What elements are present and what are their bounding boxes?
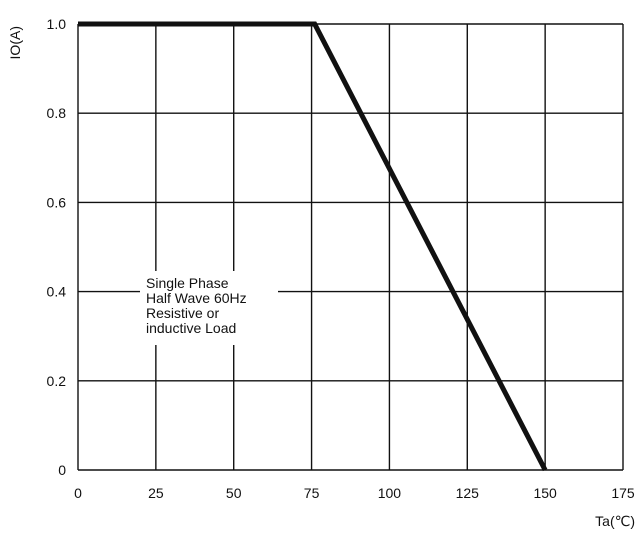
- tick-labels: 0 25 50 75 100 125 150 175 0 0.2 0.4 0.6 0.8 1.0: [47, 16, 635, 501]
- x-tick-label-3: 75: [304, 485, 320, 501]
- y-tick-label-0: 0: [58, 462, 66, 478]
- annotation-line-1: Half Wave 60Hz: [146, 290, 247, 306]
- x-tick-label-2: 50: [226, 485, 242, 501]
- x-tick-label-1: 25: [148, 485, 164, 501]
- annotation-background: [140, 271, 278, 345]
- annotation-line-2: Resistive or: [146, 305, 219, 321]
- y-tick-label-5: 1.0: [47, 16, 67, 32]
- x-axis-title: Ta(℃): [595, 513, 635, 529]
- x-tick-label-0: 0: [74, 485, 82, 501]
- y-tick-label-1: 0.2: [47, 373, 67, 389]
- y-tick-label-3: 0.6: [47, 194, 67, 210]
- annotation-line-3: inductive Load: [146, 320, 236, 336]
- y-tick-label-2: 0.4: [47, 284, 67, 300]
- x-tick-label-7: 175: [611, 485, 635, 501]
- y-axis-title: IO(A): [7, 26, 23, 59]
- annotation-line-0: Single Phase: [146, 275, 229, 291]
- x-tick-label-4: 100: [378, 485, 402, 501]
- series-layer: [77, 21, 548, 472]
- x-tick-label-5: 125: [456, 485, 480, 501]
- y-tick-label-4: 0.8: [47, 105, 67, 121]
- x-tick-label-6: 150: [533, 485, 557, 501]
